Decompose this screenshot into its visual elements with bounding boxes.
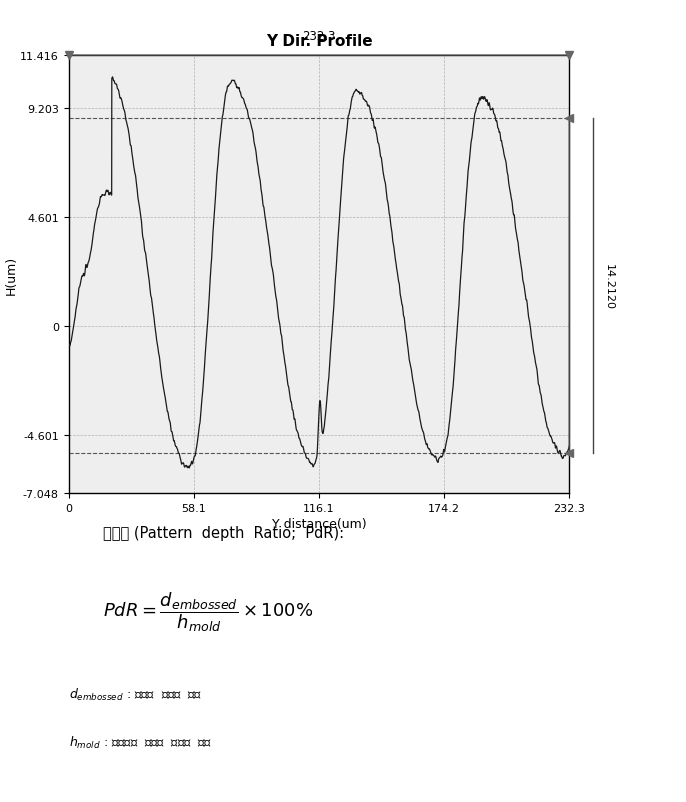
Title: Y Dir. Profile: Y Dir. Profile	[265, 34, 372, 50]
Text: $PdR = \dfrac{d_{embossed}}{h_{mold}} \times 100\%$: $PdR = \dfrac{d_{embossed}}{h_{mold}} \t…	[103, 589, 313, 633]
Text: $h_{mold}$ : 패턴롤에  새겨진  몰드의  높이: $h_{mold}$ : 패턴롤에 새겨진 몰드의 높이	[69, 734, 212, 750]
Text: $d_{embossed}$ : 성형된  패턴의  깊이: $d_{embossed}$ : 성형된 패턴의 깊이	[69, 686, 202, 702]
Text: 14.2120: 14.2120	[604, 264, 613, 310]
X-axis label: Y distance(um): Y distance(um)	[272, 517, 366, 530]
Text: 각인률 (Pattern  depth  Ratio;  PdR):: 각인률 (Pattern depth Ratio; PdR):	[103, 525, 344, 541]
Y-axis label: H(um): H(um)	[4, 255, 17, 294]
Text: 232.3: 232.3	[303, 30, 335, 43]
